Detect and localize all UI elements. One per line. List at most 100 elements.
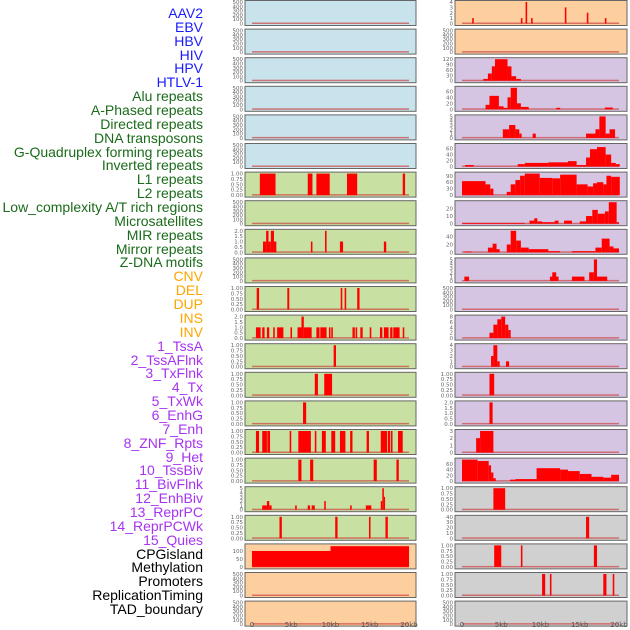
baseline xyxy=(462,508,619,511)
data-bar xyxy=(510,230,517,253)
track-panel: 0 50 100 xyxy=(233,543,417,571)
track-panel: 0 10 20 xyxy=(446,200,628,228)
y-tick-label: 500 xyxy=(233,601,244,607)
data-bar xyxy=(593,183,598,196)
data-bar xyxy=(488,465,492,482)
data-bar xyxy=(320,327,327,339)
track-label: Methylation xyxy=(131,559,203,576)
data-bar xyxy=(373,459,377,482)
data-bar xyxy=(490,188,494,196)
baseline xyxy=(462,422,619,425)
x-tick-label: 20kb xyxy=(610,621,628,629)
y-tick-label: 40 xyxy=(446,515,453,521)
y-tick-label: 400 xyxy=(233,205,244,211)
data-bar xyxy=(385,516,388,539)
y-tick-label: 0.5 xyxy=(234,331,243,337)
track-label: CNV xyxy=(173,268,203,285)
data-bar xyxy=(528,249,549,253)
y-tick-label: 6 xyxy=(450,320,454,326)
track-label: MIR repeats xyxy=(126,226,203,243)
y-tick-label: 2 xyxy=(450,270,454,276)
panel-background xyxy=(454,286,628,312)
data-bar xyxy=(350,505,352,510)
y-tick-label: 400 xyxy=(233,33,244,39)
track-panel: 0.000.250.500.751.00 xyxy=(231,457,417,485)
y-tick-label: 30 xyxy=(446,187,453,193)
y-tick-label: 100 xyxy=(233,589,244,595)
panel-background xyxy=(244,286,417,312)
data-bar xyxy=(314,373,318,396)
y-tick-label: 1.00 xyxy=(441,543,454,549)
y-tick-label: 20 xyxy=(446,526,453,532)
y-tick-label: 300 xyxy=(233,37,244,43)
track-label: HIV xyxy=(179,46,203,63)
data-bar xyxy=(494,545,502,567)
data-bar xyxy=(335,516,338,539)
baseline xyxy=(252,51,409,53)
data-bar xyxy=(496,249,500,253)
data-bar xyxy=(491,355,494,367)
data-bar xyxy=(357,288,360,310)
y-tick-label: 0 xyxy=(450,136,454,142)
y-tick-label: 300 xyxy=(233,609,244,615)
y-tick-label: 100 xyxy=(233,618,244,624)
y-tick-label: 1.00 xyxy=(441,372,454,378)
track-label: A-Phased repeats xyxy=(90,102,203,119)
data-bar xyxy=(298,459,302,482)
data-bar xyxy=(379,327,383,339)
y-tick-label: 0.00 xyxy=(441,594,454,600)
y-tick-label: 0.50 xyxy=(231,297,244,303)
track-panel: 0.000.250.500.751.00 xyxy=(441,486,628,514)
data-bar xyxy=(601,238,610,253)
data-bar xyxy=(365,505,372,510)
track-panel: 0 123 xyxy=(450,429,628,457)
panel-background xyxy=(454,486,628,513)
y-tick-label: 5 xyxy=(450,114,454,120)
data-bar xyxy=(314,431,317,453)
data-bar xyxy=(402,327,405,339)
y-tick-label: 200 xyxy=(233,614,244,620)
panel-background xyxy=(244,343,417,370)
y-tick-label: 0.00 xyxy=(231,479,244,485)
data-bar xyxy=(556,107,561,110)
data-bar xyxy=(525,2,528,24)
data-bar xyxy=(611,176,620,196)
track-label: 8_ZNF_Rpts xyxy=(123,434,203,451)
data-bar xyxy=(497,319,502,339)
data-bar xyxy=(552,178,561,196)
data-bar xyxy=(534,218,538,224)
data-bar xyxy=(355,327,358,339)
track-label: Z-DNA motifs xyxy=(119,254,203,271)
y-tick-label: 0.25 xyxy=(231,302,244,308)
y-tick-label: 1.0 xyxy=(234,240,243,246)
track-label: HBV xyxy=(174,32,203,49)
baseline xyxy=(252,22,409,24)
y-tick-label: 0.75 xyxy=(441,492,454,498)
y-tick-label: 1 xyxy=(450,443,454,449)
y-tick-label: 2 xyxy=(450,11,454,17)
data-bar xyxy=(611,474,619,482)
data-bar xyxy=(597,213,605,224)
panel-background xyxy=(244,400,417,427)
y-tick-label: 200 xyxy=(233,70,244,76)
track-label: HPV xyxy=(174,60,203,77)
y-tick-label: 400 xyxy=(233,62,244,68)
data-bar xyxy=(497,361,500,367)
data-bar xyxy=(536,468,561,482)
data-bar xyxy=(509,125,516,138)
panel-background xyxy=(244,486,417,513)
panel-background xyxy=(244,257,417,284)
y-tick-label: 100 xyxy=(233,17,244,23)
track-label: INV xyxy=(179,323,203,340)
y-tick-label: 500 xyxy=(233,200,244,206)
data-bar xyxy=(542,222,555,224)
data-bar xyxy=(586,516,590,539)
baseline xyxy=(252,537,409,539)
data-bar xyxy=(531,18,533,24)
